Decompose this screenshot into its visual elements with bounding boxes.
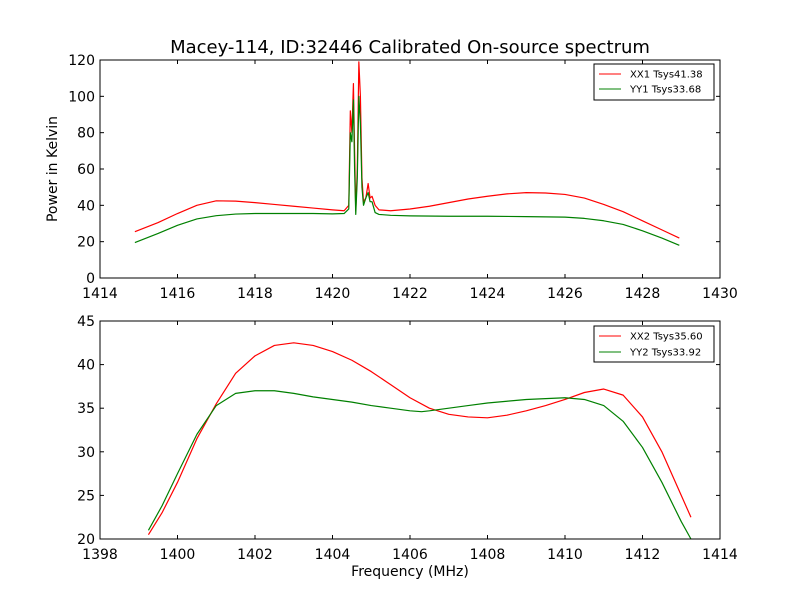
x-tick-label: 1422	[392, 286, 428, 302]
y-tick-label: 25	[77, 488, 95, 504]
x-tick-label: 1420	[315, 286, 351, 302]
top-legend: XX1 Tsys41.38 YY1 Tsys33.68	[593, 63, 715, 101]
x-tick-label: 1408	[470, 547, 506, 563]
x-tick-label: 1418	[237, 286, 273, 302]
x-tick-label: 1400	[160, 547, 196, 563]
y-tick-label: 30	[77, 445, 95, 461]
y-tick-label: 100	[68, 89, 95, 105]
y-tick-label: 0	[86, 271, 95, 287]
y-tick-label: 120	[68, 53, 95, 69]
chart-title: Macey-114, ID:32446 Calibrated On-source…	[170, 37, 650, 58]
bottom-axis-ticks: 1398 1400 1402 1404 1406 1408 1410 1412 1414 20 25…	[77, 314, 738, 563]
x-tick-label: 1406	[392, 547, 428, 563]
bottom-legend-box	[593, 325, 715, 363]
y-tick-label: 40	[77, 198, 95, 214]
y-tick-label: 20	[77, 532, 95, 548]
x-tick-label: 1410	[547, 547, 583, 563]
bottom-legend: XX2 Tsys35.60 YY2 Tsys33.92	[593, 325, 715, 363]
series-line-2-1	[147, 342, 692, 535]
legend-label-yy2: YY2 Tsys33.92	[629, 348, 701, 359]
x-tick-label: 1412	[625, 547, 661, 563]
x-tick-label: 1414	[702, 547, 738, 563]
legend-label-yy1: YY1 Tsys33.68	[629, 85, 701, 96]
top-axis-ticks: 1414 1416 1418 1420 1422 1424 1426 1428 1430 0 20 4…	[68, 53, 738, 302]
top-plot-frame	[99, 59, 721, 279]
x-tick-label: 1416	[160, 286, 196, 302]
x-axis-label: Frequency (MHz)	[351, 564, 469, 580]
top-spectrum-panel: Macey-114, ID:32446 Calibrated On-source…	[45, 37, 738, 302]
y-tick-label: 40	[77, 358, 95, 374]
bottom-series-lines	[147, 342, 692, 540]
x-tick-label: 1414	[82, 286, 118, 302]
x-tick-label: 1398	[82, 547, 118, 563]
x-tick-label: 1424	[470, 286, 506, 302]
series-line-1-2	[134, 95, 680, 246]
legend-label-xx2: XX2 Tsys35.60	[630, 332, 703, 343]
y-tick-label: 35	[77, 401, 95, 417]
y-tick-label: 80	[77, 126, 95, 142]
y-tick-label: 45	[77, 314, 95, 330]
series-line-2-2	[147, 390, 692, 540]
x-tick-label: 1404	[315, 547, 351, 563]
x-tick-label: 1426	[547, 286, 583, 302]
bottom-spectrum-panel: Frequency (MHz) 1398 1400 1402 1404 1406 1408…	[77, 314, 738, 580]
top-series-lines	[134, 61, 680, 246]
x-tick-label: 1428	[625, 286, 661, 302]
top-legend-box	[593, 63, 715, 101]
y-tick-label: 20	[77, 235, 95, 251]
x-tick-label: 1402	[237, 547, 273, 563]
y-tick-label: 60	[77, 162, 95, 178]
y-axis-label: Power in Kelvin	[45, 116, 61, 222]
x-tick-label: 1430	[702, 286, 738, 302]
bottom-plot-frame	[99, 320, 721, 540]
legend-label-xx1: XX1 Tsys41.38	[630, 70, 703, 81]
